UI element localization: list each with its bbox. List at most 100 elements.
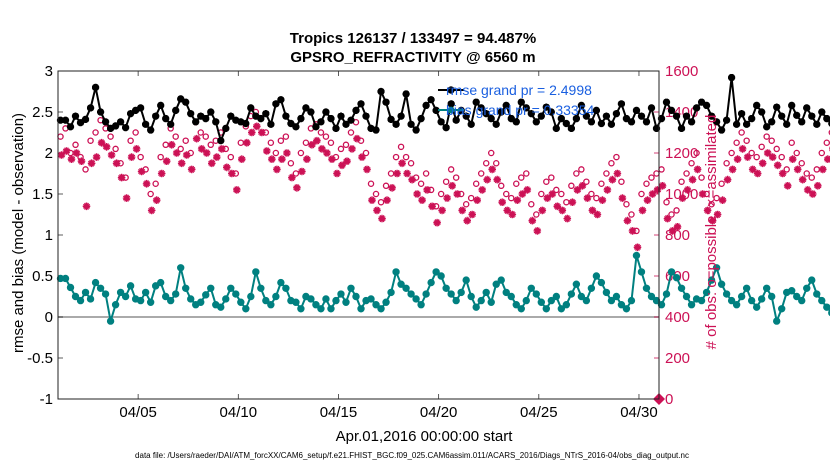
rmse-series-point-core (173, 108, 178, 113)
rmse-series-point-core (148, 128, 153, 133)
bias-series-point (767, 292, 776, 301)
bias-series-point (312, 301, 320, 309)
plot-area: -1-0.500.511.522.53020040060080010001200… (27, 63, 830, 421)
data-file-footer: data file: /Users/raeder/DAI/ATM_forcXX/… (135, 451, 689, 460)
bias-series-point (662, 290, 671, 298)
assimilated-obs-point (67, 155, 76, 163)
bias-series-point (642, 284, 651, 292)
assimilated-obs-point (403, 169, 411, 178)
bias-series-point (217, 303, 225, 311)
bias-series-point (732, 301, 741, 309)
rmse-series-point-core (659, 116, 664, 121)
rmse-series-point-core (414, 128, 419, 133)
rmse-series-point-core (158, 103, 163, 108)
bias-series-point (602, 288, 611, 297)
bias-series-point (537, 298, 546, 306)
possible-obs-point (112, 145, 119, 153)
assimilated-obs-point (438, 206, 446, 215)
rmse-series-point-core (313, 124, 318, 129)
assimilated-obs-point (558, 206, 567, 215)
bias-series-point (577, 292, 586, 301)
bias-series-point (237, 298, 245, 306)
assimilated-obs-point (658, 182, 667, 190)
assimilated-obs-point (273, 165, 281, 174)
assimilated-obs-point (167, 141, 176, 149)
assimilated-obs-point (192, 134, 201, 143)
possible-obs-point (823, 139, 830, 146)
assimilated-obs-point (793, 165, 802, 174)
rmse-series-point-core (614, 111, 619, 116)
bias-series-point (151, 282, 160, 290)
rmse-series-point-core (449, 101, 454, 106)
rmse-series-point-core (759, 110, 764, 114)
assimilated-obs-point (378, 214, 386, 223)
rmse-series-point-core (233, 118, 238, 123)
bias-series-point (793, 292, 801, 301)
bias-series-point (502, 288, 510, 297)
rmse-series-point-core (754, 103, 759, 108)
possible-obs-point (407, 159, 415, 167)
rmse-series-point-core (248, 105, 253, 110)
bias-series-point (813, 290, 821, 298)
possible-obs-point (267, 139, 275, 146)
y-left-tick-label: 2.5 (32, 104, 53, 121)
x-tick-label: 04/20 (420, 404, 458, 421)
bias-series-point (332, 296, 340, 305)
bias-series-point (657, 301, 666, 309)
bias-series-point (402, 284, 410, 292)
assimilated-obs-point (628, 227, 637, 235)
possible-obs-point (462, 200, 470, 208)
bias-series-point (202, 291, 210, 299)
rmse-series-point-core (634, 108, 639, 113)
assimilated-obs-point (553, 202, 562, 211)
bias-series-point (96, 284, 105, 292)
possible-obs-point (477, 170, 485, 177)
bias-series-point (357, 305, 365, 313)
assimilated-obs-point (72, 149, 81, 157)
assimilated-obs-point (398, 159, 406, 168)
assimilated-obs-point (768, 153, 777, 161)
assimilated-obs-point (393, 169, 401, 178)
assimilated-obs-point (623, 216, 632, 225)
bias-series-point (347, 284, 355, 292)
rmse-series-point-core (359, 101, 364, 106)
possible-obs-point (763, 133, 770, 140)
bias-series-point (116, 288, 125, 297)
rmse-series-point-core (689, 119, 694, 124)
assimilated-obs-point (233, 186, 241, 194)
bias-series-point (722, 290, 731, 298)
possible-obs-point (578, 166, 585, 173)
rmse-series-point-core (439, 119, 444, 124)
bias-series-point (297, 305, 305, 313)
bias-series-point (81, 288, 90, 297)
rmse-series-point-core (664, 100, 669, 105)
y-left-tick-label: 1 (45, 227, 53, 244)
bias-series-point (717, 280, 726, 288)
chart-subtitle: GPSRO_REFRACTIVITY @ 6560 m (290, 49, 535, 66)
rmse-series-point-core (123, 125, 128, 130)
bias-series-point (823, 303, 830, 311)
assimilated-obs-point (488, 165, 496, 174)
assimilated-obs-point (313, 136, 321, 145)
bias-series-point (552, 292, 561, 301)
y-left-tick-label: 0 (45, 309, 53, 326)
bias-series-point (452, 296, 460, 305)
rmse-series-point-core (243, 121, 248, 126)
bias-series-point (156, 278, 165, 287)
possible-obs-point (768, 137, 775, 144)
bias-series-point (382, 298, 390, 306)
bias-series-point (737, 292, 746, 301)
x-tick-label: 04/25 (520, 404, 558, 421)
assimilated-obs-point (618, 194, 627, 202)
rmse-series-point-core (569, 126, 574, 131)
assimilated-obs-point (753, 169, 762, 178)
assimilated-obs-point (598, 196, 607, 204)
rmse-series-point-core (394, 122, 399, 127)
rmse-series-point-core (58, 118, 63, 123)
assimilated-obs-point (603, 186, 612, 194)
bias-series-point (66, 283, 75, 292)
assimilated-obs-point (748, 165, 757, 174)
rmse-series-point-core (263, 111, 268, 116)
assimilated-obs-point (333, 169, 341, 178)
bias-series-point (282, 284, 290, 292)
